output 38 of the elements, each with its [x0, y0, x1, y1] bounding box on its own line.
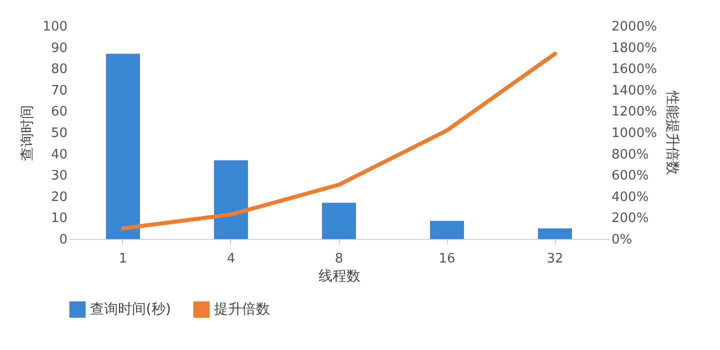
y-axis-title: 查询时间: [20, 105, 36, 161]
y-tick-label: 70: [50, 83, 68, 98]
y-tick-label: 10: [50, 211, 68, 226]
x-tick-label: 16: [438, 252, 456, 266]
y2-tick-label: 600%: [612, 168, 649, 184]
y-tick-label: 80: [50, 62, 68, 78]
y-tick-label: 0: [59, 232, 68, 248]
y-tick-label: 30: [50, 168, 68, 184]
bar: [538, 228, 572, 239]
y2-tick-label: 1400%: [612, 83, 657, 98]
y-tick-label: 50: [50, 126, 68, 141]
legend-label: 提升倍数: [214, 302, 270, 318]
bar: [322, 202, 356, 239]
y2-tick-label: 0%: [612, 232, 632, 248]
y-tick-label: 60: [50, 104, 68, 120]
y2-tick-label: 1800%: [612, 40, 657, 56]
x-tick-label: 4: [226, 252, 236, 266]
bar: [106, 54, 140, 239]
y2-tick-label: 1200%: [612, 104, 657, 120]
y-tick-label: 40: [50, 147, 68, 162]
bar: [214, 160, 248, 239]
y2-tick-label: 1000%: [612, 126, 657, 141]
x-tick-label: 8: [334, 252, 344, 266]
y2-tick-label: 800%: [612, 147, 649, 162]
y-tick-label: 90: [50, 40, 68, 56]
y2-tick-label: 400%: [612, 190, 649, 205]
x-tick-label: 32: [546, 252, 564, 266]
y2-tick-label: 200%: [612, 211, 649, 226]
y2-tick-label: 1600%: [612, 62, 657, 78]
x-axis-title: 线程数: [318, 268, 360, 284]
y2-axis-title: 性能提升倍数: [664, 90, 680, 175]
x-tick-label: 1: [118, 252, 128, 266]
legend-label: 查询时间(秒): [90, 302, 171, 318]
y-tick-label: 20: [50, 190, 68, 205]
y2-tick-label: 2000%: [612, 20, 657, 34]
line-series: [121, 52, 557, 230]
bar: [430, 220, 464, 239]
y-tick-label: 100: [42, 20, 68, 34]
